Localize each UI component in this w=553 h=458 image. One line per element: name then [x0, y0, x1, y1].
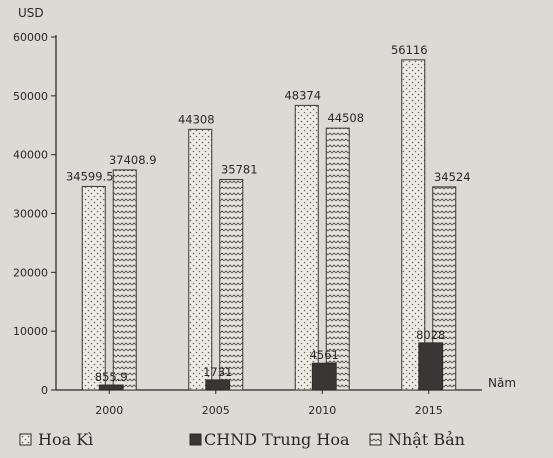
bars	[81, 59, 457, 391]
data-label-hoa-ki-2015: 56116	[391, 43, 428, 57]
data-labels: 34599.5 37408.9 855.9 44308 35781 1731 48374 44…	[66, 43, 471, 384]
x-tick-label: 2015	[415, 404, 443, 417]
y-tick-label: 50000	[13, 90, 48, 103]
legend-label-0: Hoa Kì	[38, 430, 93, 449]
data-label-chnd-trung-hoa-2000: 855.9	[95, 370, 128, 384]
legend: Hoa Kì CHND Trung Hoa Nhật Bản	[19, 430, 465, 449]
y-tick-label: 40000	[13, 149, 48, 162]
y-tick-label: 30000	[13, 208, 48, 221]
legend-swatch-0	[19, 433, 32, 446]
data-label-hoa-ki-2005: 44308	[178, 112, 215, 126]
bar-chnd-trung-hoa-2010	[311, 362, 337, 391]
y-tick-label: 0	[41, 384, 48, 397]
data-label-hoa-ki-2000: 34599.5	[66, 169, 114, 183]
data-label-nhat-ban-2000: 37408.9	[109, 153, 157, 167]
legend-label-1: CHND Trung Hoa	[204, 430, 350, 449]
bar-hoa-ki-2015	[401, 59, 426, 391]
data-label-chnd-trung-hoa-2005: 1731	[203, 365, 232, 379]
y-tick-label: 60000	[13, 31, 48, 44]
y-ticks: 0 10000 20000 30000 40000 50000 60000	[13, 31, 56, 397]
bar-nhat-ban-2015	[432, 186, 457, 391]
y-tick-label: 10000	[13, 325, 48, 338]
data-label-hoa-ki-2010: 48374	[284, 88, 321, 102]
bar-chnd-trung-hoa-2005	[205, 379, 231, 391]
y-axis-title: USD	[18, 6, 44, 20]
data-label-chnd-trung-hoa-2015: 8028	[416, 328, 445, 342]
legend-swatch-1	[189, 433, 202, 446]
bar-hoa-ki-2000	[81, 185, 106, 391]
x-tick-label: 2000	[95, 404, 123, 417]
data-label-nhat-ban-2005: 35781	[221, 162, 258, 176]
bar-chnd-trung-hoa-2000	[98, 384, 124, 391]
data-label-nhat-ban-2015: 34524	[434, 170, 471, 184]
x-axis-title: Năm	[488, 376, 516, 390]
bar-hoa-ki-2010	[294, 104, 319, 391]
legend-swatch-2	[369, 433, 382, 446]
bar-chnd-trung-hoa-2015	[418, 342, 444, 391]
y-tick-label: 20000	[13, 266, 48, 279]
data-label-chnd-trung-hoa-2010: 4561	[310, 348, 339, 362]
x-tick-label: 2010	[308, 404, 336, 417]
x-ticks: 2000 2005 2010 2015	[95, 390, 443, 417]
bar-nhat-ban-2000	[112, 169, 137, 391]
bar-nhat-ban-2010	[325, 127, 350, 391]
data-label-nhat-ban-2010: 44508	[327, 111, 364, 125]
x-tick-label: 2005	[202, 404, 230, 417]
legend-label-2: Nhật Bản	[388, 430, 465, 449]
bar-hoa-ki-2005	[188, 128, 213, 391]
bar-nhat-ban-2005	[219, 178, 244, 391]
